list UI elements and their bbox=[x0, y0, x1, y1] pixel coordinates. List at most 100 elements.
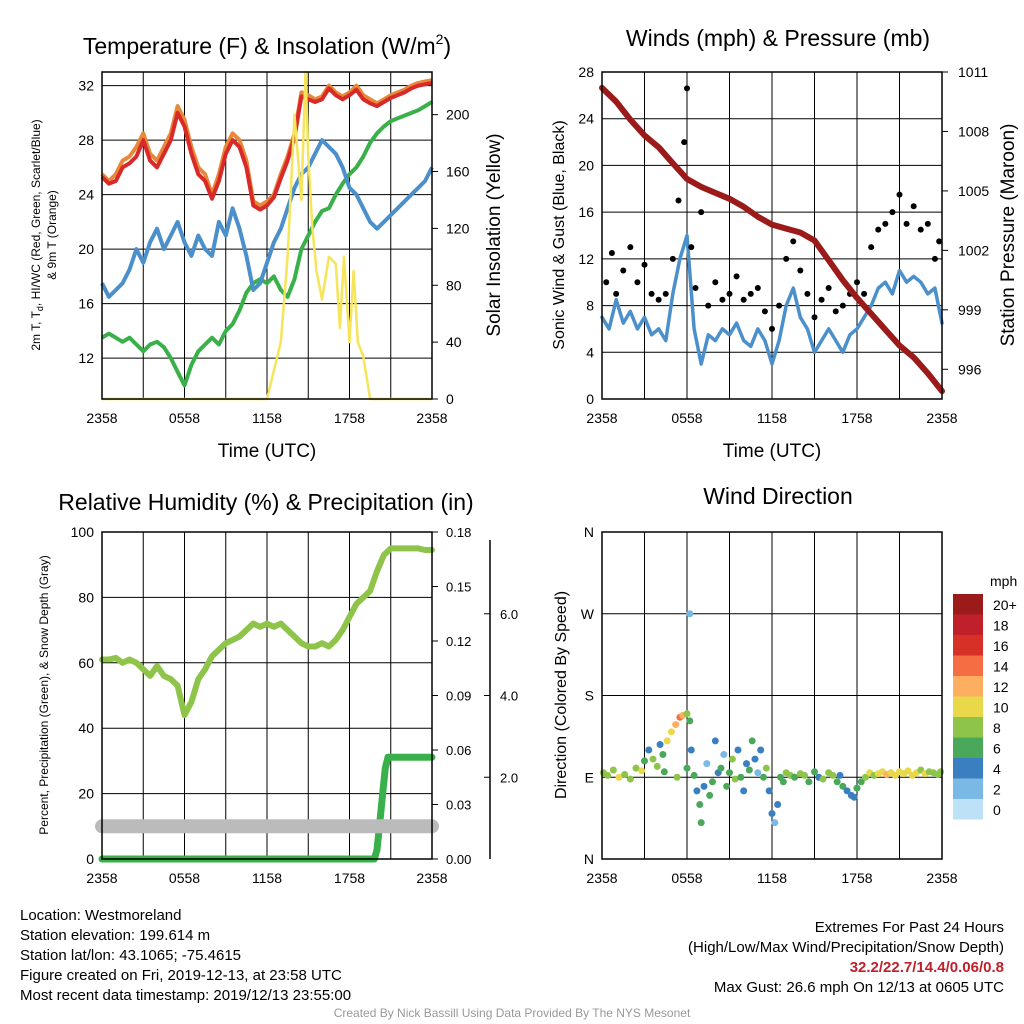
x-tick-label: 1758 bbox=[334, 870, 365, 886]
x-tick-label: 1158 bbox=[252, 870, 282, 886]
y2-tick-label: 999 bbox=[958, 302, 982, 318]
colorbar-label: 20+ bbox=[993, 597, 1017, 613]
direction-point bbox=[904, 767, 912, 775]
y-tick-label: 8 bbox=[586, 298, 594, 314]
extremes-title: Extremes For Past 24 Hours bbox=[814, 919, 1004, 936]
colorbar-swatch bbox=[953, 676, 983, 697]
y2-tick-label: 0.00 bbox=[446, 852, 471, 867]
colorbar-label: 8 bbox=[993, 720, 1001, 736]
gust-point bbox=[936, 238, 943, 245]
gust-point bbox=[868, 244, 875, 251]
direction-point bbox=[687, 746, 695, 754]
y-axis-label-subscript: d bbox=[35, 306, 45, 311]
y-tick-label: 0 bbox=[586, 391, 594, 407]
gust-point bbox=[825, 285, 832, 292]
direction-point bbox=[663, 737, 671, 745]
colorbar-swatch bbox=[953, 717, 983, 738]
y2-tick-label: 0.12 bbox=[446, 634, 471, 649]
direction-point bbox=[615, 773, 623, 781]
direction-point bbox=[768, 810, 776, 818]
direction-point bbox=[709, 778, 716, 786]
y-tick-label: 20 bbox=[78, 241, 94, 257]
direction-point bbox=[745, 766, 753, 774]
direction-point bbox=[672, 721, 680, 729]
gust-point bbox=[790, 238, 797, 245]
y-tick-label: E bbox=[585, 769, 594, 785]
y2-tick-label: 120 bbox=[446, 220, 470, 236]
gust-point bbox=[776, 302, 783, 309]
direction-point bbox=[850, 793, 858, 801]
direction-point bbox=[621, 771, 629, 779]
gust-point bbox=[804, 290, 811, 297]
x-tick-label: 2358 bbox=[86, 410, 117, 426]
direction-point bbox=[659, 751, 667, 759]
gust-point bbox=[603, 279, 610, 286]
gust-point bbox=[655, 296, 662, 303]
y2-tick-label: 40 bbox=[446, 334, 462, 350]
series-line-4 bbox=[102, 70, 432, 401]
direction-point bbox=[706, 791, 714, 799]
colorbar-label: 4 bbox=[993, 761, 1001, 777]
direction-point bbox=[751, 755, 759, 763]
series-line-2 bbox=[100, 100, 434, 388]
direction-point bbox=[632, 764, 640, 772]
x-axis-label: Time (UTC) bbox=[723, 441, 822, 462]
direction-point bbox=[667, 728, 675, 736]
x-tick-label: 0558 bbox=[671, 410, 702, 426]
location-text: Location: Westmoreland bbox=[20, 907, 182, 924]
direction-point bbox=[774, 801, 782, 808]
gust-point bbox=[832, 308, 839, 315]
direction-point bbox=[829, 771, 837, 779]
direction-point bbox=[779, 778, 787, 786]
direction-point bbox=[839, 782, 847, 790]
direction-point bbox=[653, 762, 661, 770]
x-tick-label: 2358 bbox=[416, 870, 447, 886]
y-axis-label-main: 2m T, T bbox=[29, 310, 43, 350]
direction-point bbox=[673, 773, 681, 781]
y2-tick-label: 0.03 bbox=[446, 798, 471, 813]
x-tick-label: 2358 bbox=[86, 870, 117, 886]
direction-point bbox=[731, 775, 739, 783]
y-tick-label: W bbox=[581, 606, 595, 622]
gust-point bbox=[712, 279, 719, 286]
direction-point bbox=[762, 764, 770, 772]
direction-point bbox=[703, 760, 711, 768]
elevation-text: Station elevation: 199.614 m bbox=[20, 927, 211, 944]
y-tick-label: 20 bbox=[78, 786, 94, 802]
direction-point bbox=[720, 751, 728, 759]
colorbar-swatch bbox=[953, 614, 983, 635]
y2-tick-label: 200 bbox=[446, 107, 470, 123]
series-line-0 bbox=[99, 545, 435, 719]
colorbar-swatch bbox=[953, 799, 983, 820]
direction-point bbox=[690, 771, 698, 779]
direction-point bbox=[686, 717, 694, 725]
gust-point bbox=[705, 302, 712, 309]
title-superscript: 2 bbox=[436, 31, 444, 47]
gust-point bbox=[733, 273, 740, 280]
gust-point bbox=[882, 220, 889, 227]
title-text: Temperature (F) & Insolation (W/m bbox=[83, 33, 436, 59]
y-tick-label: 24 bbox=[78, 187, 94, 203]
direction-point bbox=[743, 760, 750, 768]
y-tick-label: N bbox=[584, 524, 594, 540]
direction-point bbox=[683, 710, 691, 718]
y-tick-label: 60 bbox=[78, 655, 94, 671]
y3-tick-label: 6.0 bbox=[500, 607, 518, 622]
direction-point bbox=[819, 775, 827, 783]
direction-point bbox=[711, 737, 719, 745]
colorbar-label: 18 bbox=[993, 618, 1009, 634]
gust-point bbox=[811, 314, 818, 321]
gust-point bbox=[669, 255, 676, 262]
direction-point bbox=[771, 819, 779, 827]
colorbar-label: 10 bbox=[993, 700, 1009, 716]
direction-point bbox=[697, 819, 705, 827]
y-tick-label: 4 bbox=[586, 344, 594, 360]
temperature-panel: 2358 0558 1158 1758 2358 12 16 20 24 28 32 0 40 80 120… bbox=[29, 31, 505, 462]
x-tick-label: 1758 bbox=[334, 410, 365, 426]
gust-point bbox=[608, 250, 615, 257]
y-tick-label: 80 bbox=[78, 589, 94, 605]
gust-point bbox=[620, 267, 627, 274]
gust-point bbox=[662, 290, 669, 297]
gust-point bbox=[675, 197, 682, 204]
gust-point bbox=[740, 296, 747, 303]
